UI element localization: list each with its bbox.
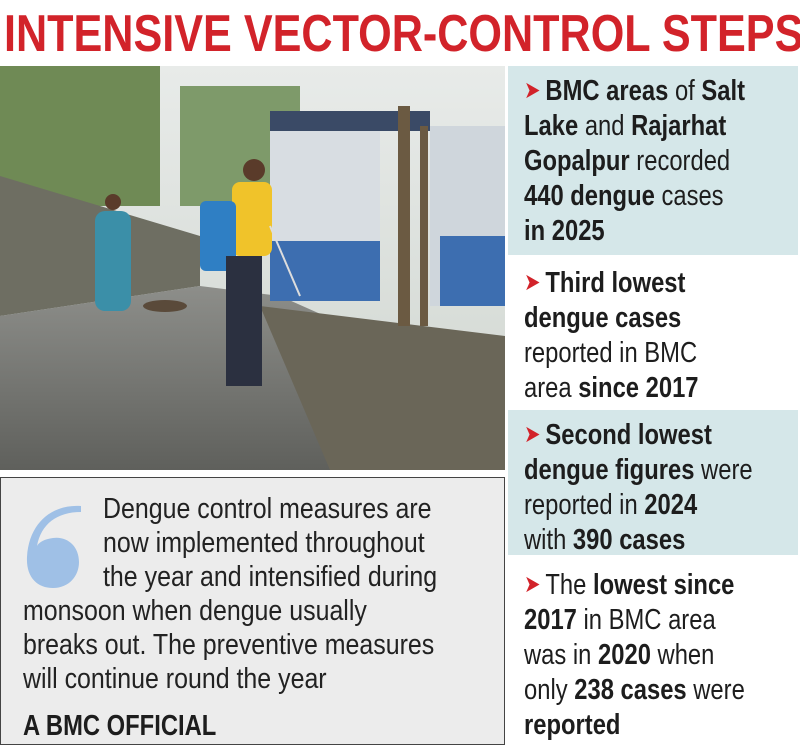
quote-line: will continue round the year [23, 663, 327, 695]
fact-text: dengue cases [524, 302, 682, 334]
fact-text: 2024 [644, 489, 698, 521]
fact-text: reported [524, 709, 621, 741]
fact-text: in BMC area [576, 604, 716, 636]
fact-line: reported in BMC [524, 336, 749, 371]
fact-line: 2017 in BMC area [524, 603, 749, 638]
photo-man-spraying-insecticide [0, 66, 505, 470]
red-arrow-icon: ➤ [524, 421, 541, 448]
fact-line: area since 2017 [524, 371, 749, 406]
fact-line: was in 2020 when [524, 638, 749, 673]
headline: INTENSIVE VECTOR-CONTROL STEPS [4, 5, 800, 63]
fact-line: in 2025 [524, 214, 749, 249]
fact-line: ➤ Third lowest [524, 266, 749, 301]
red-arrow-icon: ➤ [524, 269, 541, 296]
fact-text: since 2017 [578, 372, 699, 404]
fact-text: 440 dengue [524, 180, 655, 212]
fact-text: The [545, 569, 593, 601]
fact-text: 2017 [524, 604, 577, 636]
fact-text: only [524, 674, 575, 706]
fact-panel: ➤ Third lowest dengue cases reported in BMC… [508, 258, 798, 407]
fact-text: BMC areas [545, 75, 669, 107]
fact-panel: ➤ The lowest since 2017 in BMC area was in … [508, 560, 798, 746]
quote-line: monsoon when dengue usually [23, 595, 367, 627]
fact-line: only 238 cases were [524, 673, 749, 708]
fact-line: ➤ The lowest since [524, 568, 749, 603]
fact-text: of [668, 75, 702, 107]
fact-text: lowest since [592, 569, 735, 601]
fact-line: dengue figures were [524, 453, 753, 488]
fact-text: Second lowest [545, 419, 712, 451]
fact-text: were [686, 674, 745, 706]
fact-text: 238 cases [574, 674, 687, 706]
fact-panel: ➤ Second lowest dengue figures were reporte… [508, 410, 798, 558]
fact-line: 440 dengue cases [524, 179, 749, 214]
fact-text: Lake [524, 110, 579, 142]
fact-text: dengue figures [524, 454, 695, 486]
fact-panel: ➤ BMC areas of Salt Lake and Rajarhat Gopal… [508, 66, 798, 255]
fact-text: recorded [629, 145, 731, 177]
quote-line: Dengue control measures are [103, 493, 432, 525]
fact-text: Salt [701, 75, 746, 107]
fact-text: 390 cases [572, 524, 686, 556]
fact-line: Lake and Rajarhat [524, 109, 749, 144]
fact-text: 2020 [598, 639, 651, 671]
fact-text: reported in BMC [524, 337, 698, 369]
fact-text: reported in [524, 489, 645, 521]
quote-line: breaks out. The preventive measures [23, 629, 435, 661]
fact-line: reported [524, 708, 749, 743]
fact-line: ➤ BMC areas of Salt [524, 74, 749, 109]
fact-text: Third lowest [545, 267, 686, 299]
fact-line: dengue cases [524, 301, 749, 336]
fact-line: ➤ Second lowest [524, 418, 749, 453]
fact-text: in 2025 [524, 215, 605, 247]
fact-text: Gopalpur [524, 145, 630, 177]
fact-text: area [524, 372, 579, 404]
official-quote-box: Dengue control measures are now implemen… [0, 477, 505, 745]
fact-text: were [694, 454, 753, 486]
fact-text: with [524, 524, 573, 556]
quote-mark-icon [26, 505, 81, 588]
red-arrow-icon: ➤ [524, 571, 541, 598]
street-photo-illustration [0, 66, 505, 470]
red-arrow-icon: ➤ [524, 77, 541, 104]
quote-line: now implemented throughout [103, 527, 425, 559]
fact-text: when [650, 639, 715, 671]
fact-text: and [578, 110, 632, 142]
fact-text: cases [654, 180, 724, 212]
fact-text: was in [524, 639, 599, 671]
quote-attribution: A BMC OFFICIAL [23, 710, 217, 742]
fact-line: with 390 cases [524, 523, 749, 558]
fact-line: reported in 2024 [524, 488, 749, 523]
fact-text: Rajarhat [631, 110, 727, 142]
quote-line: the year and intensified during [103, 561, 438, 593]
fact-line: Gopalpur recorded [524, 144, 749, 179]
